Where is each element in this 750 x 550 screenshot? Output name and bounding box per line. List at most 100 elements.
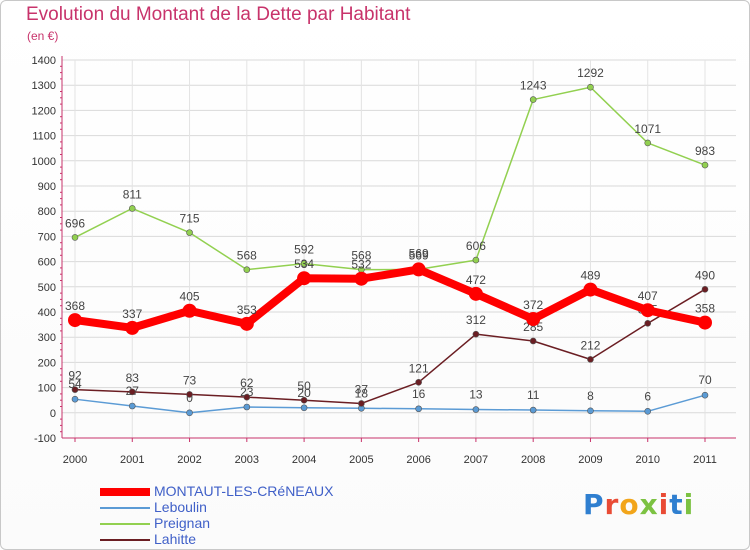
x-tick-label: 2011 — [693, 454, 717, 466]
data-label: 811 — [123, 187, 142, 201]
series-line-lahitte — [74, 288, 706, 405]
logo-letter: r — [604, 488, 620, 521]
y-tick-label: 1300 — [32, 80, 56, 92]
y-tick-label: 500 — [38, 282, 56, 294]
data-label: 405 — [180, 290, 200, 304]
data-point — [297, 271, 312, 286]
data-label: 358 — [695, 302, 715, 316]
data-label: 715 — [180, 212, 200, 226]
data-label: 20 — [297, 386, 311, 400]
series-line-montaut-les-cr-neaux — [71, 265, 709, 332]
data-label: 83 — [126, 371, 140, 385]
data-point — [701, 286, 709, 293]
x-tick-label: 2000 — [63, 454, 87, 466]
data-label: 372 — [523, 298, 543, 312]
data-label: 569 — [409, 246, 429, 260]
data-point — [526, 312, 541, 327]
data-point — [640, 303, 655, 318]
y-tick-label: 400 — [38, 307, 56, 319]
data-point — [644, 320, 652, 327]
data-point — [354, 271, 369, 286]
data-point — [529, 406, 537, 414]
y-tick-label: 900 — [38, 181, 56, 193]
data-label: 983 — [695, 144, 715, 158]
data-point — [415, 405, 422, 413]
data-label: 6 — [644, 389, 651, 403]
logo-letter: i — [683, 488, 695, 521]
y-tick-label: 700 — [38, 231, 56, 243]
y-tick-label: 0 — [50, 408, 56, 420]
data-point — [587, 83, 594, 91]
data-point — [300, 260, 308, 267]
legend-swatch-lahitte — [100, 539, 150, 541]
data-point — [698, 315, 712, 330]
data-point — [472, 330, 480, 338]
x-tick-label: 2001 — [120, 454, 144, 466]
x-tick-label: 2002 — [177, 454, 201, 466]
data-label: 1292 — [577, 66, 604, 80]
data-label: 606 — [466, 239, 486, 253]
data-label: 1071 — [634, 122, 661, 136]
data-point — [71, 234, 79, 241]
data-label: 8 — [587, 389, 594, 403]
series-line-preignan — [74, 86, 706, 271]
data-point — [644, 139, 652, 147]
y-tick-label: -100 — [34, 433, 56, 445]
proxiti-logo: Proxiti — [583, 488, 694, 521]
data-point — [472, 256, 480, 264]
data-point — [128, 388, 136, 396]
x-tick-label: 2006 — [406, 454, 430, 466]
x-tick-label: 2009 — [578, 454, 602, 466]
logo-letter: i — [658, 488, 670, 521]
legend-swatch-montaut — [100, 488, 150, 496]
logo-letter: o — [619, 488, 640, 521]
logo-letter: P — [583, 488, 605, 521]
data-point — [239, 316, 254, 331]
data-label: 368 — [65, 299, 85, 313]
y-tick-label: 1100 — [32, 131, 56, 143]
data-label: 92 — [68, 369, 82, 383]
y-tick-label: 1200 — [32, 105, 56, 117]
y-tick-label: 1400 — [32, 55, 56, 67]
data-point — [243, 266, 251, 273]
data-label: 353 — [237, 303, 257, 317]
data-label: 568 — [351, 249, 371, 263]
y-tick-label: 800 — [38, 206, 56, 218]
data-label: 50 — [297, 379, 311, 393]
x-tick-label: 2007 — [464, 454, 488, 466]
data-point — [243, 393, 251, 401]
data-label: 568 — [237, 249, 257, 263]
y-tick-label: 100 — [38, 383, 56, 395]
legend-label-montaut: MONTAUT-LES-CRéNEAUX — [154, 483, 334, 499]
data-point — [186, 409, 193, 417]
y-tick-label: 1000 — [32, 156, 56, 168]
data-label: 62 — [240, 376, 254, 390]
data-point — [529, 337, 537, 345]
data-point — [644, 407, 652, 415]
x-tick-label: 2005 — [349, 454, 373, 466]
legend-label-leboulin: Leboulin — [154, 499, 207, 515]
chart-unit: (en €) — [27, 29, 59, 43]
data-point — [68, 313, 82, 328]
data-label: 472 — [466, 273, 486, 287]
data-label: 489 — [580, 269, 600, 283]
data-point — [468, 286, 483, 301]
data-point — [358, 400, 365, 407]
data-point — [71, 386, 79, 393]
data-label: 23 — [240, 385, 254, 399]
data-point — [186, 229, 193, 236]
data-point — [701, 161, 709, 169]
data-label: 490 — [695, 268, 715, 282]
data-label: 13 — [469, 388, 483, 402]
data-point — [472, 406, 480, 413]
x-tick-label: 2003 — [235, 454, 259, 466]
data-label: 121 — [409, 361, 429, 375]
data-label: 407 — [638, 289, 658, 303]
data-point — [128, 205, 136, 212]
data-label: 532 — [351, 258, 371, 272]
data-label: 696 — [65, 216, 85, 230]
data-label: 73 — [183, 373, 197, 387]
chart-title: Evolution du Montant de la Dette par Hab… — [26, 4, 411, 25]
data-label: 212 — [580, 338, 600, 352]
